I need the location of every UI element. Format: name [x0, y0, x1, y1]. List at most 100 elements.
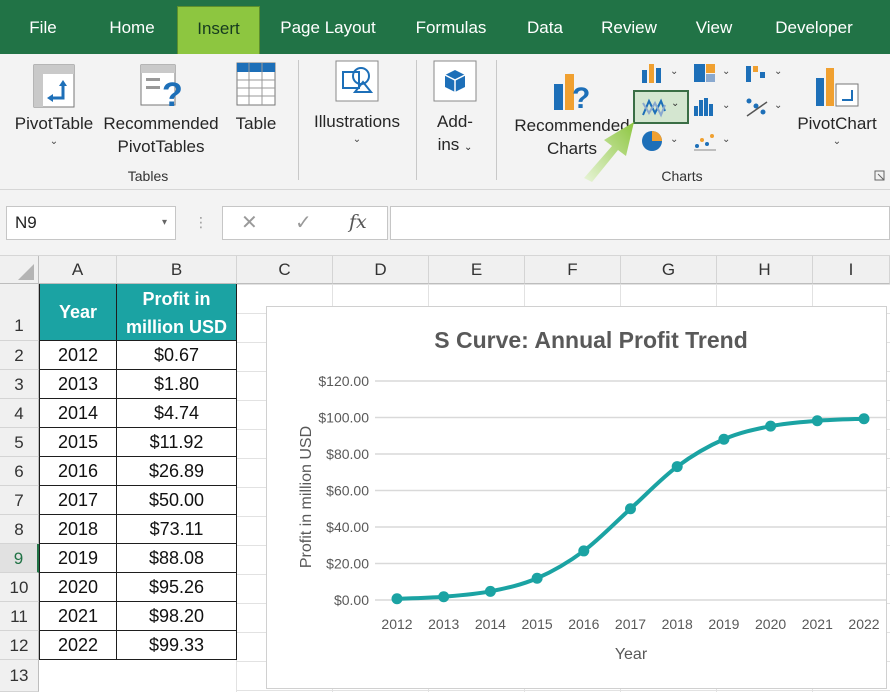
cell-year[interactable]: 2020 — [39, 573, 117, 602]
chevron-down-icon[interactable]: ⌄ — [670, 134, 679, 145]
row-header-1[interactable]: 1 — [0, 284, 39, 341]
row-header-8[interactable]: 8 — [0, 515, 39, 544]
table-button[interactable]: Table — [235, 114, 277, 133]
row-header-5[interactable]: 5 — [0, 428, 39, 457]
recommended-pivottables-label-1: Recommended — [103, 114, 219, 133]
formula-input[interactable] — [390, 206, 890, 240]
line-chart-button[interactable]: ⌄ — [633, 90, 689, 124]
data-point[interactable] — [858, 413, 870, 425]
cell-year[interactable]: 2016 — [39, 457, 117, 486]
combo-chart-icon[interactable] — [744, 96, 770, 118]
statistic-chart-icon[interactable] — [692, 96, 718, 118]
tab-file[interactable]: File — [29, 18, 57, 37]
pivotchart-button[interactable]: PivotChart ⌄ — [790, 112, 884, 149]
pie-chart-icon[interactable] — [640, 128, 666, 154]
tab-data[interactable]: Data — [527, 18, 563, 37]
column-header-c[interactable]: C — [237, 256, 333, 284]
column-header-f[interactable]: F — [525, 256, 621, 284]
cell-profit[interactable]: $73.11 — [117, 515, 237, 544]
pivottable-button[interactable]: PivotTable ⌄ — [10, 112, 98, 149]
data-point[interactable] — [578, 545, 590, 557]
data-point[interactable] — [531, 572, 543, 584]
data-point[interactable] — [625, 503, 636, 515]
cell-year[interactable]: 2014 — [39, 399, 117, 428]
cell-year[interactable]: 2018 — [39, 515, 117, 544]
cell-profit[interactable]: $88.08 — [117, 544, 237, 573]
row-header-3[interactable]: 3 — [0, 370, 39, 399]
column-header-a[interactable]: A — [39, 256, 117, 284]
row-header-6[interactable]: 6 — [0, 457, 39, 486]
data-point[interactable] — [718, 433, 730, 445]
row-header-11[interactable]: 11 — [0, 602, 39, 631]
cell-profit[interactable]: $0.67 — [117, 341, 237, 370]
cell-profit[interactable]: $11.92 — [117, 428, 237, 457]
illustrations-button[interactable]: Illustrations ⌄ — [306, 110, 408, 147]
scatter-chart-icon[interactable] — [692, 130, 718, 152]
chevron-down-icon[interactable]: ⌄ — [722, 100, 731, 111]
column-header-i[interactable]: I — [813, 256, 890, 284]
tab-formulas[interactable]: Formulas — [415, 18, 487, 37]
tab-review[interactable]: Review — [601, 18, 657, 37]
column-header-b[interactable]: B — [117, 256, 237, 284]
more-options-icon[interactable]: ⋮ — [194, 214, 208, 230]
cell-year[interactable]: 2019 — [39, 544, 117, 573]
chevron-down-icon[interactable]: ⌄ — [722, 66, 731, 77]
data-point[interactable] — [811, 415, 823, 427]
dialog-launcher-icon[interactable] — [874, 170, 886, 182]
column-header-h[interactable]: H — [717, 256, 813, 284]
column-header-d[interactable]: D — [333, 256, 429, 284]
column-chart-icon[interactable] — [640, 62, 666, 84]
hierarchy-chart-icon[interactable] — [692, 62, 718, 84]
select-all-button[interactable] — [0, 256, 39, 284]
row-header-9[interactable]: 9 — [0, 544, 39, 573]
enter-icon[interactable]: ✓ — [295, 212, 312, 234]
tab-home[interactable]: Home — [109, 18, 155, 37]
row-header-13[interactable]: 13 — [0, 660, 39, 692]
cell-profit[interactable]: $99.33 — [117, 631, 237, 660]
tab-view[interactable]: View — [695, 18, 733, 37]
name-box[interactable]: N9 ▾ — [6, 206, 176, 240]
cell-year[interactable]: 2021 — [39, 602, 117, 631]
column-header-g[interactable]: G — [621, 256, 717, 284]
data-point[interactable] — [671, 461, 683, 473]
data-point[interactable] — [765, 420, 777, 432]
tab-insert[interactable]: Insert — [177, 6, 260, 54]
recommended-charts-button[interactable]: Recommended Charts — [506, 114, 638, 160]
row-header-10[interactable]: 10 — [0, 573, 39, 602]
cell-profit[interactable]: $95.26 — [117, 573, 237, 602]
cell-profit[interactable]: $98.20 — [117, 602, 237, 631]
cell-year[interactable]: 2022 — [39, 631, 117, 660]
cell-b1[interactable]: Profit in million USD — [117, 284, 237, 341]
tab-page-layout[interactable]: Page Layout — [280, 18, 376, 37]
chevron-down-icon[interactable]: ▾ — [161, 217, 167, 228]
cell-profit[interactable]: $50.00 — [117, 486, 237, 515]
chevron-down-icon[interactable]: ⌄ — [670, 66, 679, 77]
chevron-down-icon[interactable]: ⌄ — [722, 134, 731, 145]
cell-profit[interactable]: $4.74 — [117, 399, 237, 428]
row-header-7[interactable]: 7 — [0, 486, 39, 515]
chevron-down-icon[interactable]: ⌄ — [774, 100, 783, 111]
cell-year[interactable]: 2012 — [39, 341, 117, 370]
cell-a1[interactable]: Year — [39, 284, 117, 341]
chart[interactable]: S Curve: Annual Profit Trend Profit in m… — [266, 306, 887, 689]
cell-profit[interactable]: $26.89 — [117, 457, 237, 486]
tab-developer[interactable]: Developer — [775, 18, 853, 37]
recommended-pivottables-button[interactable]: Recommended PivotTables — [100, 112, 222, 158]
row-header-12[interactable]: 12 — [0, 631, 39, 660]
cancel-icon[interactable]: ✕ — [241, 212, 258, 234]
x-tick-label: 2016 — [568, 616, 599, 632]
add-ins-button[interactable]: Add- ins ⌄ — [424, 110, 486, 159]
row-header-2[interactable]: 2 — [0, 341, 39, 370]
column-header-e[interactable]: E — [429, 256, 525, 284]
waterfall-chart-icon[interactable] — [744, 62, 770, 84]
chevron-down-icon[interactable]: ⌄ — [774, 66, 783, 77]
data-point[interactable] — [438, 591, 450, 603]
cell-year[interactable]: 2013 — [39, 370, 117, 399]
cell-profit[interactable]: $1.80 — [117, 370, 237, 399]
data-point[interactable] — [484, 585, 496, 597]
cell-year[interactable]: 2017 — [39, 486, 117, 515]
cell-year[interactable]: 2015 — [39, 428, 117, 457]
row-header-4[interactable]: 4 — [0, 399, 39, 428]
insert-function-icon[interactable]: fx — [349, 211, 367, 233]
data-point[interactable] — [391, 593, 403, 605]
